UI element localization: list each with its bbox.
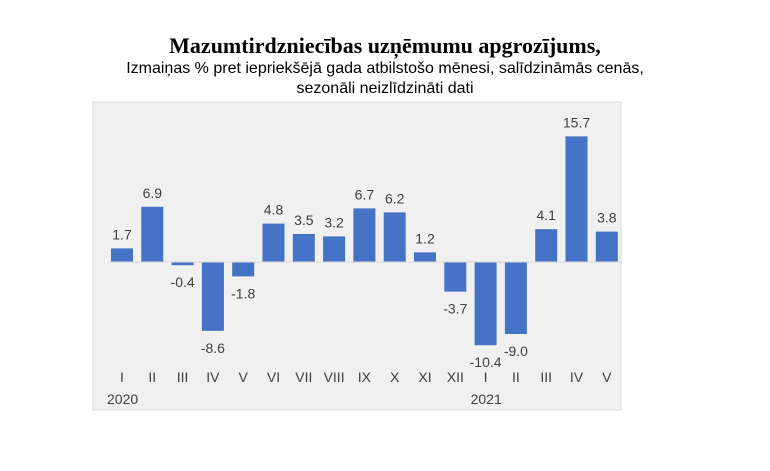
bar: [565, 136, 588, 262]
category-tick-label: II: [148, 369, 156, 385]
bar: [171, 262, 194, 266]
category-tick-label: XII: [447, 369, 464, 385]
year-label: 2021: [471, 391, 502, 407]
chart-title: Mazumtirdzniecības uzņēmumu apgrozījums,: [169, 33, 601, 58]
data-label: 3.2: [324, 214, 344, 230]
data-label: -8.6: [201, 340, 225, 356]
category-tick-label: III: [177, 369, 189, 385]
category-tick-label: IV: [570, 369, 584, 385]
data-label: 4.8: [264, 202, 284, 218]
category-tick-label: IV: [206, 369, 220, 385]
bar: [504, 262, 527, 334]
bar: [232, 262, 255, 277]
category-tick-label: II: [512, 369, 520, 385]
bar: [474, 262, 497, 346]
bar: [111, 248, 133, 262]
chart-subtitle-line-1: Izmaiņas % pret iepriekšējā gada atbilst…: [126, 60, 644, 77]
data-label: 6.7: [355, 186, 375, 202]
bar: [414, 252, 436, 262]
category-tick-label: VIII: [324, 369, 345, 385]
year-label: 2020: [107, 391, 138, 407]
chart-subtitle-line-2: sezonāli neizlīdzināti dati: [296, 80, 474, 97]
bar: [595, 231, 618, 262]
data-label: -1.8: [231, 285, 255, 301]
bar: [353, 208, 376, 262]
data-label: 15.7: [563, 114, 590, 130]
category-tick-label: X: [390, 369, 400, 385]
data-label: 6.2: [385, 190, 405, 206]
bar: [535, 229, 558, 262]
bar: [323, 236, 346, 262]
category-tick-label: IX: [358, 369, 372, 385]
category-tick-label: VI: [267, 369, 280, 385]
category-tick-label: III: [540, 369, 552, 385]
data-label: -10.4: [470, 354, 502, 370]
data-label: 3.8: [597, 210, 617, 226]
category-tick-label: V: [602, 369, 612, 385]
bar: [383, 212, 406, 262]
data-label: 1.2: [415, 230, 435, 246]
data-label: -3.7: [443, 301, 467, 317]
bar: [141, 206, 164, 262]
data-label: 3.5: [294, 212, 314, 228]
category-tick-label: VII: [295, 369, 312, 385]
data-label: -0.4: [171, 274, 195, 290]
bar: [201, 262, 224, 331]
data-label: 4.1: [536, 207, 556, 223]
category-tick-label: I: [120, 369, 124, 385]
category-tick-label: XI: [418, 369, 431, 385]
data-label: 6.9: [143, 185, 163, 201]
bar: [292, 234, 315, 262]
bar: [262, 223, 285, 262]
category-tick-label: V: [239, 369, 249, 385]
data-label: -9.0: [504, 343, 528, 359]
bar: [444, 262, 467, 292]
category-tick-label: I: [484, 369, 488, 385]
data-label: 1.7: [112, 226, 132, 242]
